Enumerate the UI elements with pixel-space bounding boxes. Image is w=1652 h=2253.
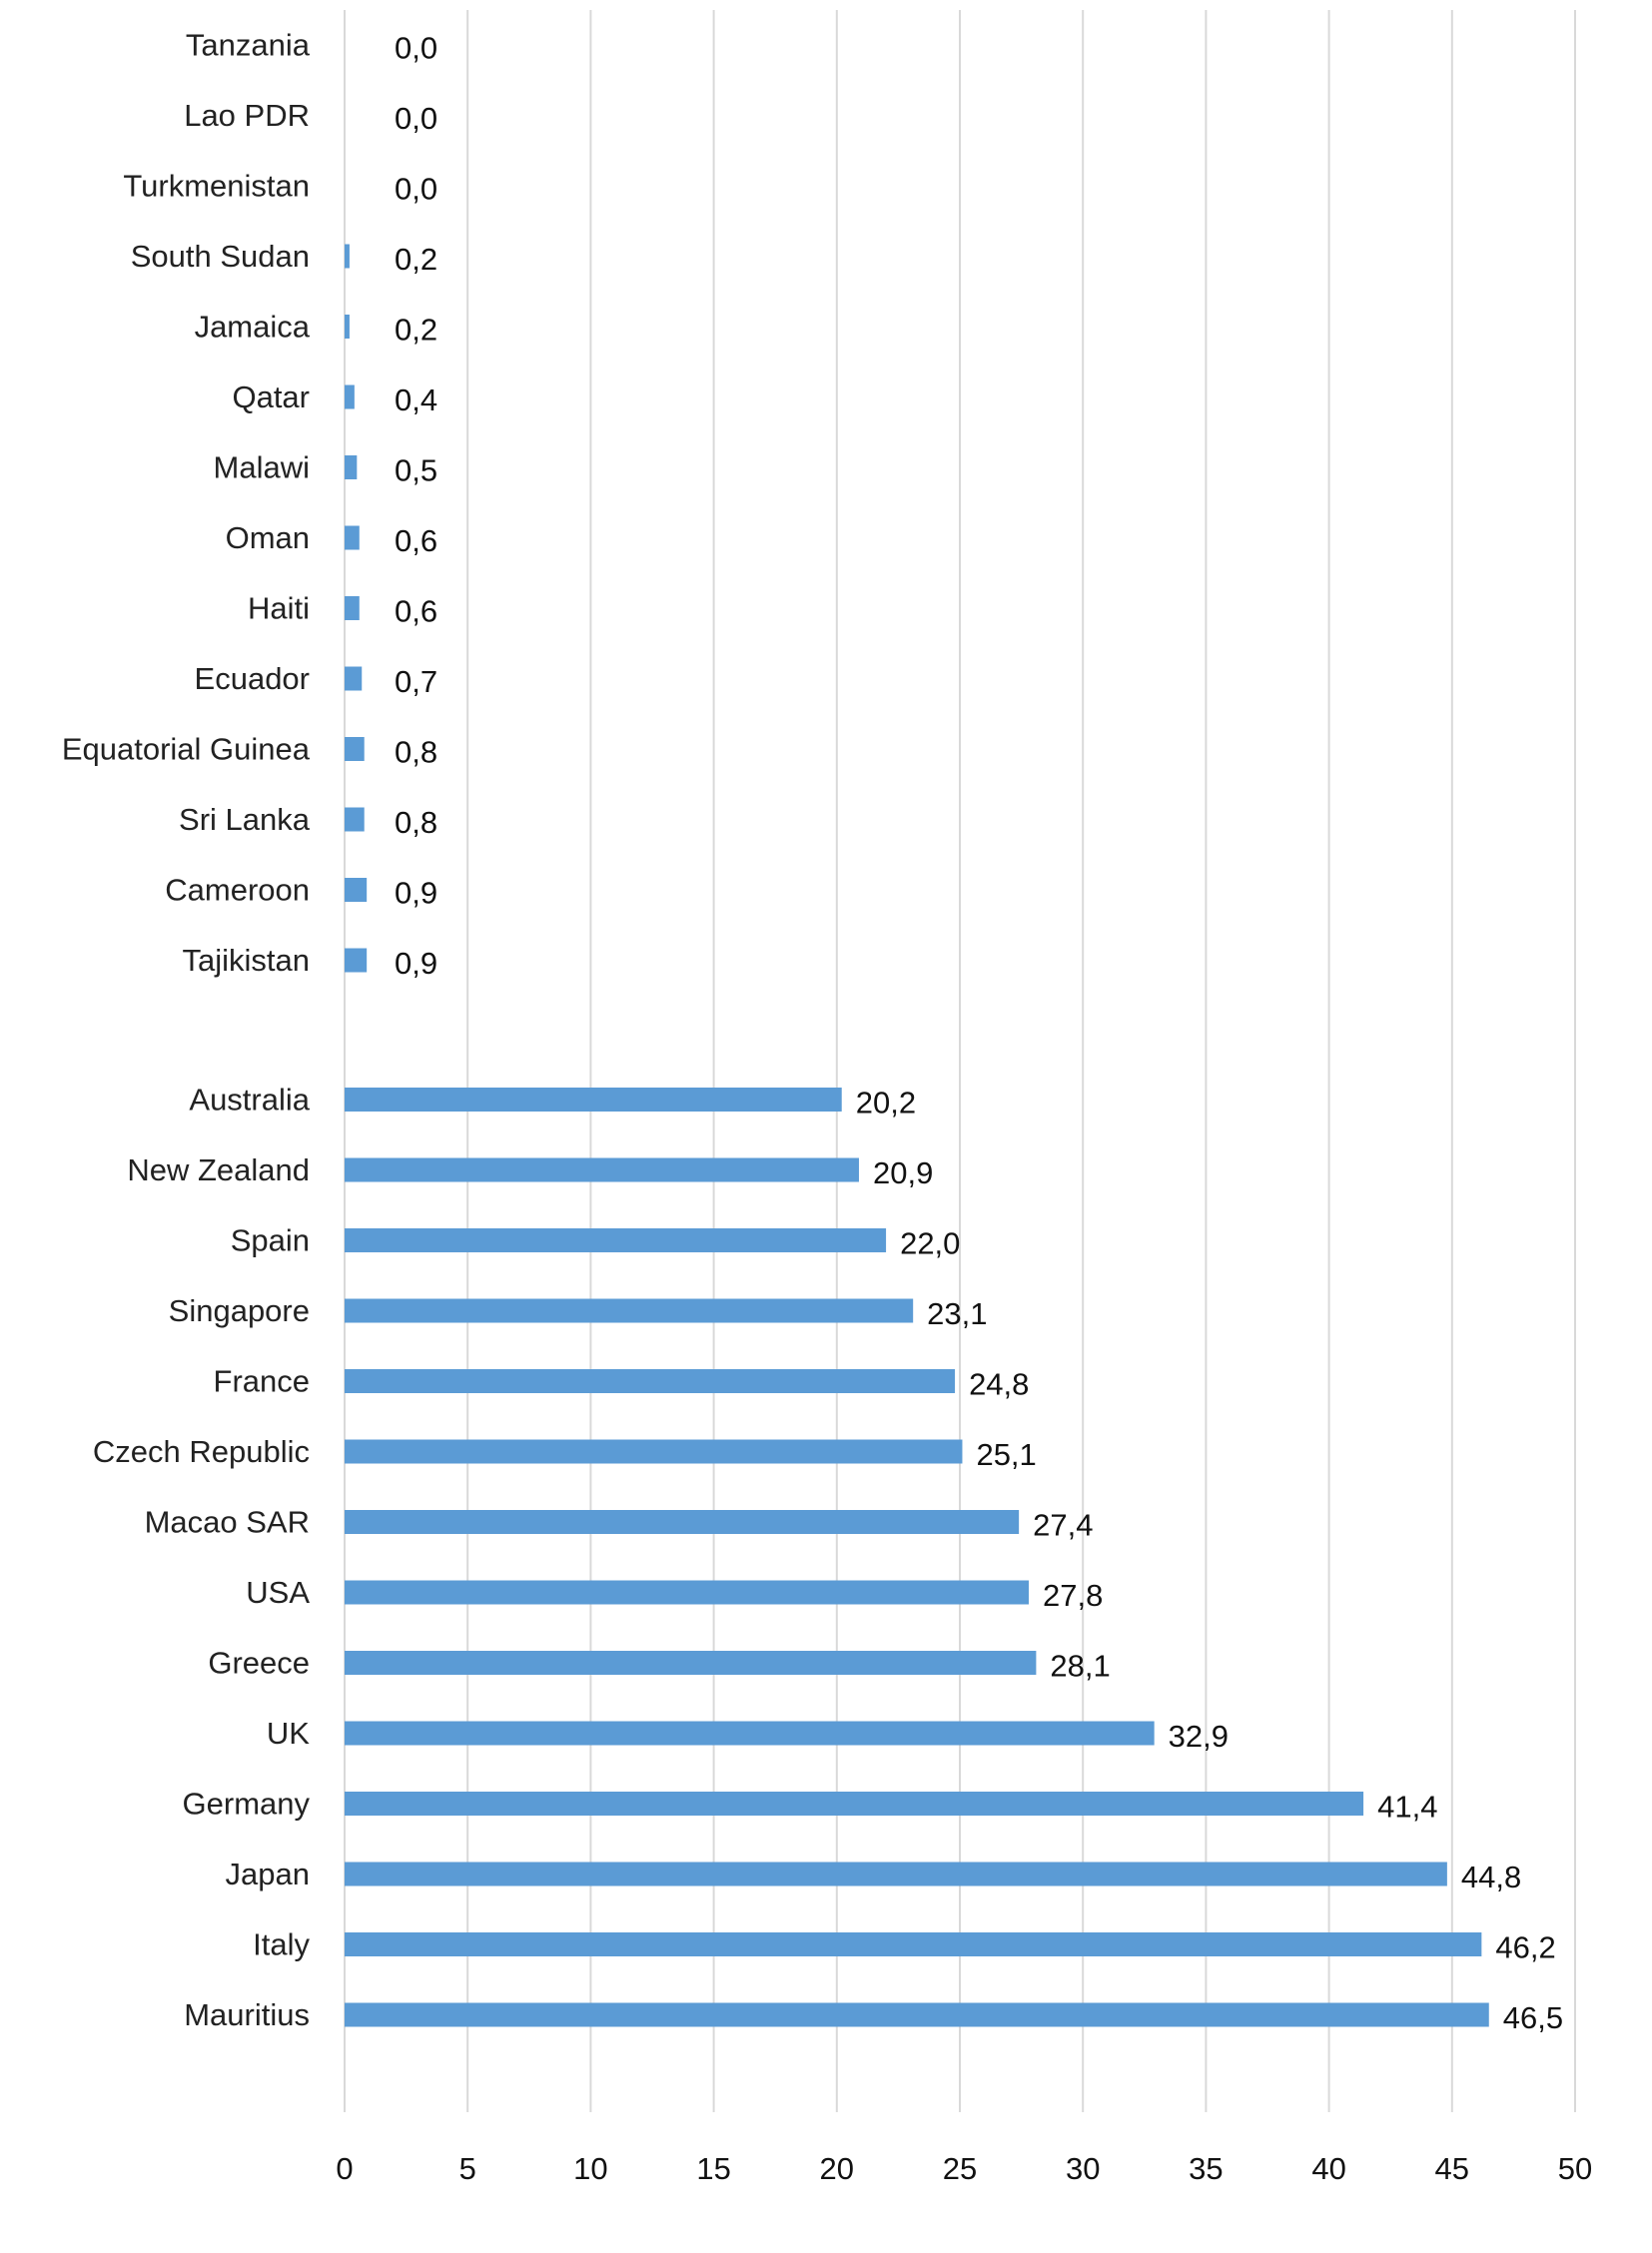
gridlines [344,10,1576,2112]
data-label: 46,5 [1503,2000,1563,2035]
bar [345,1792,1364,1816]
data-label: 25,1 [976,1437,1036,1472]
bar [345,455,358,479]
category-label: Singapore [169,1293,310,1328]
category-label: France [214,1364,310,1399]
category-label: USA [246,1575,310,1610]
data-label: 24,8 [969,1367,1029,1402]
data-label: 0,4 [395,382,437,417]
category-label: Sri Lanka [179,802,311,837]
bar [345,1298,914,1323]
bar [345,1932,1482,1956]
x-tick-label: 30 [1066,2151,1100,2186]
data-label: 27,8 [1043,1578,1103,1613]
x-tick-label: 40 [1311,2151,1345,2186]
category-label: Jamaica [195,310,311,345]
bar [345,1157,859,1182]
bar [345,315,350,339]
data-label: 27,4 [1033,1508,1093,1543]
category-label: UK [267,1716,310,1751]
data-label: 0,9 [395,876,437,911]
bar [345,1721,1155,1746]
category-label: Japan [226,1857,310,1891]
data-label: 0,2 [395,313,437,348]
bar [345,878,368,902]
data-label: 0,0 [395,172,437,207]
bars [345,244,1489,2027]
category-label: New Zealand [127,1152,310,1187]
category-label: Czech Republic [93,1434,310,1469]
category-label: Tajikistan [183,943,311,978]
data-label: 44,8 [1461,1860,1521,1894]
data-label: 32,9 [1169,1719,1229,1754]
bar [345,1439,963,1464]
bar [345,1580,1029,1605]
category-label: Tanzania [186,28,311,63]
category-label: South Sudan [131,239,310,274]
x-tick-label: 0 [336,2151,353,2186]
category-label: Qatar [232,379,310,414]
data-label: 22,0 [900,1226,960,1261]
category-label: Australia [189,1083,310,1118]
category-label: Italy [253,1927,310,1962]
bar [345,1651,1037,1675]
category-label: Germany [183,1787,311,1822]
category-label: Ecuador [195,661,310,696]
data-label: 0,0 [395,101,437,136]
x-tick-label: 50 [1558,2151,1592,2186]
x-tick-label: 20 [820,2151,854,2186]
category-label: Greece [208,1646,310,1681]
data-label: 0,6 [395,523,437,558]
bar [345,244,350,269]
bar [345,666,363,691]
bar [345,1862,1447,1886]
x-tick-label: 5 [459,2151,476,2186]
labels: Tanzania 0,0 Lao PDR 0,0 Turkmenistan 0,0 Sout… [62,28,1563,2036]
data-label: 23,1 [927,1296,987,1331]
bar [345,525,360,550]
category-label: Lao PDR [184,98,310,133]
data-label: 0,2 [395,242,437,277]
bar [345,807,365,832]
data-label: 28,1 [1050,1649,1110,1684]
bar [345,2002,1489,2027]
bar [345,1510,1020,1534]
data-label: 46,2 [1495,1930,1555,1965]
bar [345,1228,887,1252]
data-label: 0,8 [395,805,437,840]
x-tick-label: 10 [573,2151,607,2186]
data-label: 0,0 [395,31,437,66]
bar [345,948,368,973]
x-tick-label: 25 [943,2151,977,2186]
data-label: 20,9 [873,1155,933,1190]
x-tick-label: 45 [1435,2151,1469,2186]
data-label: 0,6 [395,594,437,629]
category-label: Mauritius [184,1997,310,2032]
category-label: Macao SAR [145,1505,310,1540]
data-label: 20,2 [856,1086,916,1121]
x-tick-label: 15 [696,2151,730,2186]
data-label: 0,8 [395,735,437,770]
bar [345,596,360,620]
bar [345,737,365,761]
category-label: Haiti [248,591,310,626]
data-label: 0,9 [395,946,437,981]
category-label: Turkmenistan [123,169,310,204]
category-label: Malawi [214,450,310,485]
category-label: Spain [231,1223,310,1258]
bar [345,1088,842,1112]
bar [345,1369,956,1393]
data-label: 0,7 [395,664,437,699]
x-tick-label: 35 [1189,2151,1223,2186]
data-label: 0,5 [395,453,437,488]
category-label: Oman [226,520,310,555]
x-axis-ticks: 0 5 10 15 20 25 30 35 40 45 50 [336,2151,1592,2186]
data-label: 41,4 [1377,1790,1437,1825]
category-label: Equatorial Guinea [62,732,311,767]
category-label: Cameroon [165,873,310,908]
bar [345,384,355,409]
